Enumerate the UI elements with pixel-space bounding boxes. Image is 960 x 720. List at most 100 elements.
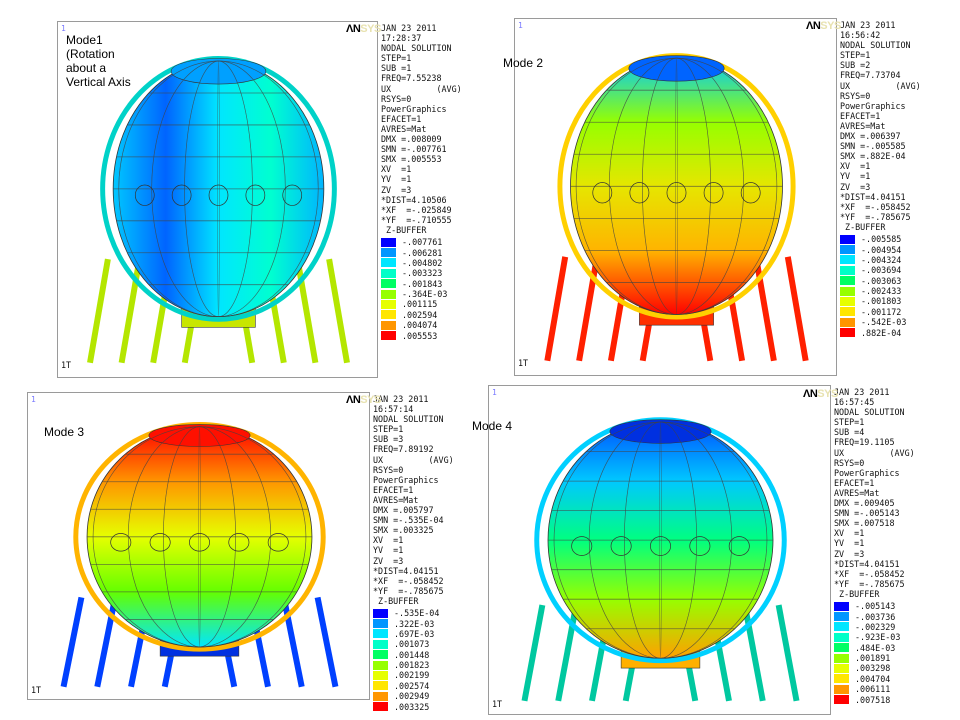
mode3-info-line: UX (AVG) (373, 454, 454, 465)
legend-value: -.002433 (861, 286, 902, 297)
mode2-info-line: RSYS=0 (840, 90, 871, 101)
mode1-ansys-logo: ΛNSYS (346, 23, 381, 35)
legend-row: -.002433 (840, 286, 937, 296)
legend-swatch (373, 691, 388, 701)
mode4-info-line: 16:57:45 (834, 397, 875, 408)
mode1-info-line: RSYS=0 (381, 93, 412, 104)
legend-swatch (840, 328, 855, 338)
mode2-model-render (544, 53, 809, 362)
mode4-info-line: SUB =4 (834, 427, 865, 438)
mode2-info-line: EFACET=1 (840, 110, 881, 121)
mode3-info-line: PowerGraphics (373, 474, 439, 485)
mode4-info-line: EFACET=1 (834, 477, 875, 488)
legend-value: .001823 (394, 660, 430, 671)
legend-value: -.004954 (861, 244, 902, 255)
legend-value: -.001803 (861, 296, 902, 307)
legend-row: -.003063 (840, 276, 937, 286)
mode2-info-line: YV =1 (840, 171, 871, 182)
legend-value: .882E-04 (861, 327, 902, 338)
legend-swatch (381, 248, 396, 258)
mode3-info-line: SMN =-.535E-04 (373, 515, 444, 526)
mode3-info-line: 16:57:14 (373, 404, 414, 415)
legend-row: .001073 (373, 639, 470, 649)
mode4-panel (488, 385, 831, 715)
legend-row: -.535E-04 (373, 608, 470, 618)
legend-row: -.003694 (840, 265, 937, 275)
legend-value: -.005585 (861, 234, 902, 245)
mode3-info-line: RSYS=0 (373, 464, 404, 475)
mode4-info-line: SMN =-.005143 (834, 508, 900, 519)
mode2-ansys-logo: ΛNSYS (806, 20, 841, 32)
legend-value: -.003694 (861, 265, 902, 276)
mode3-panel (27, 392, 370, 700)
legend-value: -.001172 (861, 306, 902, 317)
mode3-window-index: 1 (31, 395, 36, 404)
mode3-info-panel: JAN 23 2011 16:57:14 NODAL SOLUTION STEP=1 S… (370, 392, 470, 712)
legend-swatch (373, 660, 388, 670)
mode4-info-line: YV =1 (834, 538, 865, 549)
mode2-info-line: SUB =2 (840, 60, 871, 71)
mode1-model-render (87, 56, 350, 364)
legend-value: .001891 (855, 653, 891, 664)
legend-row: -.004802 (381, 258, 465, 268)
mode1-color-legend: -.007761 -.006281 -.004802 -.003323 -.001843… (381, 237, 465, 341)
legend-value: .005553 (402, 330, 438, 341)
legend-row: -.003736 (834, 611, 936, 622)
mode2-info-line: SMX =.882E-04 (840, 151, 906, 162)
legend-swatch (840, 317, 855, 327)
legend-value: -.002329 (855, 621, 896, 632)
mode1-info-line: SMX =.005553 (381, 154, 442, 165)
legend-row: .882E-04 (840, 327, 937, 338)
legend-value: .001115 (402, 299, 438, 310)
mode4-info-line: ZV =3 (834, 548, 865, 559)
mode1-info-line: FREQ=7.55238 (381, 73, 442, 84)
legend-row: -.542E-03 (840, 317, 937, 327)
vessel-model (87, 56, 350, 364)
legend-value: -.001843 (402, 278, 443, 289)
mode1-info-line: DMX =.008009 (381, 134, 442, 145)
mode1-info-line: *YF =-.710555 (381, 214, 452, 225)
legend-row: .004074 (381, 320, 465, 330)
mode4-info-line: *DIST=4.04151 (834, 558, 900, 569)
legend-row: .004704 (834, 674, 936, 684)
mode4-info-line: STEP=1 (834, 417, 865, 428)
legend-row: .697E-03 (373, 629, 470, 639)
mode2-info-line: NODAL SOLUTION (840, 40, 911, 51)
legend-row: .001115 (381, 299, 465, 309)
mode2-color-legend: -.005585 -.004954 -.004324 -.003694 -.003063… (840, 234, 937, 338)
mode1-info-line: AVRES=Mat (381, 123, 427, 134)
legend-swatch (381, 331, 396, 341)
legend-value: .001448 (394, 649, 430, 660)
legend-row: .003298 (834, 663, 936, 673)
mode4-info-line: SMX =.007518 (834, 518, 895, 529)
legend-value: .006111 (855, 684, 891, 695)
mode1-info-panel: JAN 23 2011 17:28:37 NODAL SOLUTION STEP=1 S… (378, 21, 465, 378)
mode1-info-line: 17:28:37 (381, 33, 422, 44)
mode3-info-line: EFACET=1 (373, 484, 414, 495)
mode3-info-line: SUB =3 (373, 434, 404, 445)
legend-row: -.001172 (840, 307, 937, 317)
mode2-info-line: *XF =-.058452 (840, 201, 911, 212)
legend-value: -.923E-03 (855, 632, 901, 643)
mode4-info-line: *YF =-.785675 (834, 578, 905, 589)
mode3-label: Mode 3 (44, 425, 85, 439)
legend-row: .001891 (834, 653, 936, 663)
mode1-info-line: YV =1 (381, 174, 412, 185)
legend-row: -.006281 (381, 247, 465, 258)
mode3-info-line: XV =1 (373, 535, 404, 546)
legend-value: .004074 (402, 320, 438, 331)
mode3-info-line: FREQ=7.89192 (373, 444, 434, 455)
vessel-model (544, 53, 809, 362)
mode1-info-line: SUB =1 (381, 63, 412, 74)
legend-value: .322E-03 (394, 618, 435, 629)
legend-swatch (381, 310, 396, 320)
legend-swatch (834, 632, 849, 642)
legend-swatch (381, 258, 396, 268)
legend-swatch (381, 237, 396, 247)
legend-swatch (373, 650, 388, 660)
legend-value: .004704 (855, 673, 891, 684)
legend-swatch (381, 300, 396, 309)
mode3-ansys-logo: ΛNSYS (346, 394, 381, 406)
mode4-info-line: XV =1 (834, 528, 865, 539)
legend-swatch (373, 629, 388, 639)
